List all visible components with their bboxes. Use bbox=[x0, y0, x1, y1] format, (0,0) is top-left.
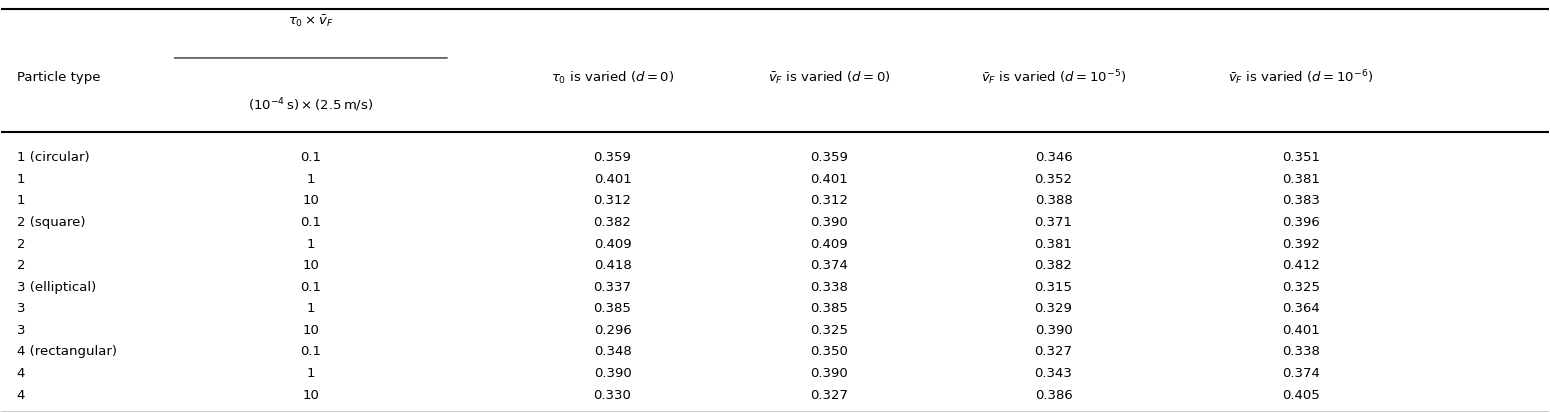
Text: 0.390: 0.390 bbox=[811, 366, 848, 379]
Text: $(10^{-4}\,\mathrm{s}) \times (2.5\,\mathrm{m/s})$: $(10^{-4}\,\mathrm{s}) \times (2.5\,\mat… bbox=[248, 96, 374, 113]
Text: 0.409: 0.409 bbox=[811, 237, 848, 250]
Text: 0.338: 0.338 bbox=[811, 280, 848, 293]
Text: 0.296: 0.296 bbox=[594, 323, 631, 336]
Text: 1: 1 bbox=[307, 237, 315, 250]
Text: 0.382: 0.382 bbox=[594, 216, 631, 228]
Text: 0.412: 0.412 bbox=[1282, 259, 1321, 271]
Text: 0.390: 0.390 bbox=[594, 366, 631, 379]
Text: 0.337: 0.337 bbox=[594, 280, 631, 293]
Text: 0.381: 0.381 bbox=[1034, 237, 1073, 250]
Text: 0.1: 0.1 bbox=[301, 280, 321, 293]
Text: 0.388: 0.388 bbox=[1035, 194, 1073, 207]
Text: 0.374: 0.374 bbox=[1282, 366, 1321, 379]
Text: 10: 10 bbox=[302, 259, 319, 271]
Text: 4 (rectangular): 4 (rectangular) bbox=[17, 344, 116, 358]
Text: 1: 1 bbox=[17, 172, 25, 185]
Text: 1 (circular): 1 (circular) bbox=[17, 151, 90, 164]
Text: 0.385: 0.385 bbox=[594, 301, 631, 315]
Text: 0.348: 0.348 bbox=[594, 344, 631, 358]
Text: 0.383: 0.383 bbox=[1282, 194, 1321, 207]
Text: 0.338: 0.338 bbox=[1282, 344, 1321, 358]
Text: 0.330: 0.330 bbox=[594, 388, 631, 401]
Text: 0.359: 0.359 bbox=[811, 151, 848, 164]
Text: 0.359: 0.359 bbox=[594, 151, 631, 164]
Text: 0.396: 0.396 bbox=[1282, 216, 1321, 228]
Text: 0.364: 0.364 bbox=[1282, 301, 1321, 315]
Text: 0.386: 0.386 bbox=[1035, 388, 1073, 401]
Text: 1: 1 bbox=[17, 194, 25, 207]
Text: Particle type: Particle type bbox=[17, 71, 101, 84]
Text: 0.350: 0.350 bbox=[811, 344, 848, 358]
Text: 4: 4 bbox=[17, 366, 25, 379]
Text: 0.409: 0.409 bbox=[594, 237, 631, 250]
Text: $\tau_0 \times \bar{v}_F$: $\tau_0 \times \bar{v}_F$ bbox=[288, 14, 333, 29]
Text: 0.325: 0.325 bbox=[1282, 280, 1321, 293]
Text: 0.312: 0.312 bbox=[811, 194, 848, 207]
Text: 3 (elliptical): 3 (elliptical) bbox=[17, 280, 96, 293]
Text: 0.343: 0.343 bbox=[1034, 366, 1073, 379]
Text: 10: 10 bbox=[302, 323, 319, 336]
Text: 0.392: 0.392 bbox=[1282, 237, 1321, 250]
Text: 3: 3 bbox=[17, 323, 25, 336]
Text: 0.374: 0.374 bbox=[811, 259, 848, 271]
Text: 0.315: 0.315 bbox=[1034, 280, 1073, 293]
Text: 0.329: 0.329 bbox=[1034, 301, 1073, 315]
Text: 0.405: 0.405 bbox=[1282, 388, 1321, 401]
Text: 0.312: 0.312 bbox=[594, 194, 631, 207]
Text: 0.351: 0.351 bbox=[1282, 151, 1321, 164]
Text: 0.385: 0.385 bbox=[811, 301, 848, 315]
Text: 0.352: 0.352 bbox=[1034, 172, 1073, 185]
Text: 0.390: 0.390 bbox=[811, 216, 848, 228]
Text: 2 (square): 2 (square) bbox=[17, 216, 85, 228]
Text: 0.382: 0.382 bbox=[1034, 259, 1073, 271]
Text: 0.401: 0.401 bbox=[1282, 323, 1321, 336]
Text: $\bar{v}_F$ is varied ($d = 10^{-6}$): $\bar{v}_F$ is varied ($d = 10^{-6}$) bbox=[1228, 68, 1373, 87]
Text: 3: 3 bbox=[17, 301, 25, 315]
Text: 0.371: 0.371 bbox=[1034, 216, 1073, 228]
Text: 2: 2 bbox=[17, 237, 25, 250]
Text: 10: 10 bbox=[302, 388, 319, 401]
Text: 0.325: 0.325 bbox=[811, 323, 848, 336]
Text: 1: 1 bbox=[307, 301, 315, 315]
Text: 0.401: 0.401 bbox=[811, 172, 848, 185]
Text: 1: 1 bbox=[307, 366, 315, 379]
Text: 0.327: 0.327 bbox=[1034, 344, 1073, 358]
Text: 10: 10 bbox=[302, 194, 319, 207]
Text: 0.390: 0.390 bbox=[1035, 323, 1073, 336]
Text: 0.346: 0.346 bbox=[1035, 151, 1073, 164]
Text: 1: 1 bbox=[307, 172, 315, 185]
Text: 0.401: 0.401 bbox=[594, 172, 631, 185]
Text: $\bar{v}_F$ is varied ($d = 10^{-5}$): $\bar{v}_F$ is varied ($d = 10^{-5}$) bbox=[981, 68, 1127, 87]
Text: 0.418: 0.418 bbox=[594, 259, 631, 271]
Text: 0.1: 0.1 bbox=[301, 216, 321, 228]
Text: 0.1: 0.1 bbox=[301, 151, 321, 164]
Text: 2: 2 bbox=[17, 259, 25, 271]
Text: 4: 4 bbox=[17, 388, 25, 401]
Text: 0.327: 0.327 bbox=[811, 388, 848, 401]
Text: $\tau_0$ is varied ($d{=}0$): $\tau_0$ is varied ($d{=}0$) bbox=[550, 69, 674, 85]
Text: 0.381: 0.381 bbox=[1282, 172, 1321, 185]
Text: 0.1: 0.1 bbox=[301, 344, 321, 358]
Text: $\bar{v}_F$ is varied ($d{=}0$): $\bar{v}_F$ is varied ($d{=}0$) bbox=[767, 69, 891, 85]
